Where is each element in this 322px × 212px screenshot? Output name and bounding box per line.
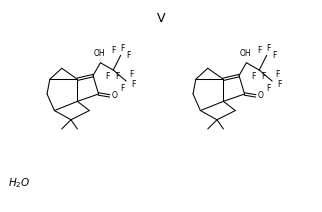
Text: OH: OH — [240, 49, 251, 58]
Text: F: F — [129, 70, 134, 79]
Text: F: F — [131, 80, 136, 89]
Text: F: F — [115, 72, 119, 81]
Text: F: F — [106, 72, 110, 81]
Text: F: F — [257, 46, 261, 55]
Text: F: F — [272, 51, 276, 60]
Text: V: V — [157, 12, 165, 25]
Text: F: F — [111, 46, 116, 55]
Text: F: F — [276, 70, 280, 79]
Text: F: F — [251, 72, 256, 81]
Text: $H_2O$: $H_2O$ — [8, 176, 31, 190]
Text: F: F — [261, 72, 265, 81]
Text: F: F — [120, 45, 125, 53]
Text: F: F — [277, 80, 282, 89]
Text: O: O — [111, 91, 117, 100]
Text: F: F — [120, 84, 125, 93]
Text: F: F — [126, 51, 130, 60]
Text: OH: OH — [94, 49, 105, 58]
Text: F: F — [266, 45, 271, 53]
Text: O: O — [258, 91, 263, 100]
Text: F: F — [266, 84, 271, 93]
